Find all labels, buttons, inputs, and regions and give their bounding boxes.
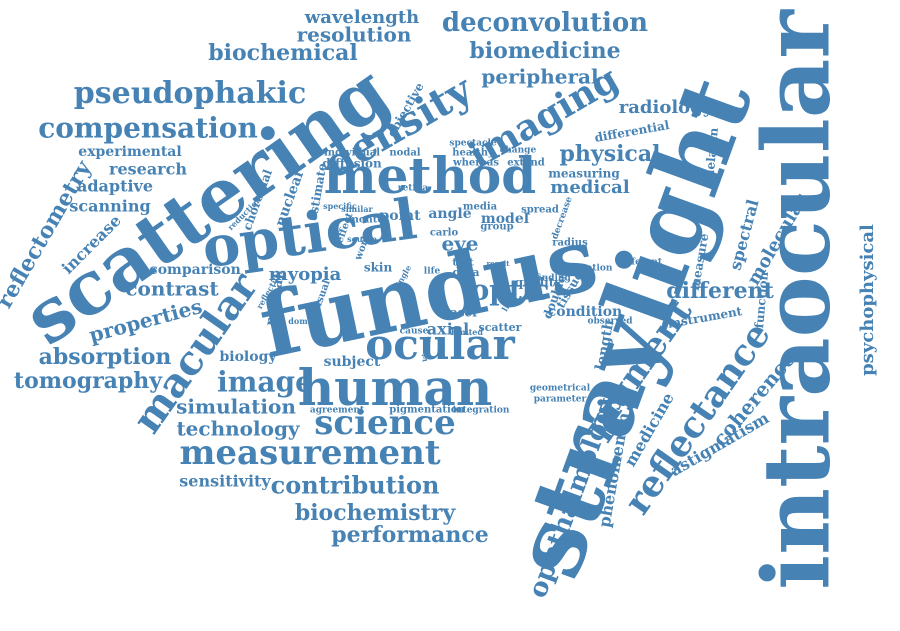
cloud-word-biology: biology	[219, 349, 277, 365]
cloud-word-human: human	[298, 358, 492, 417]
cloud-word-diffusion: diffusion	[322, 157, 382, 171]
cloud-word-skin: skin	[364, 261, 393, 275]
cloud-word-experimental: experimental	[78, 144, 181, 160]
cloud-word-result: result	[486, 259, 510, 268]
cloud-word-ocular: ocular	[365, 320, 515, 369]
cloud-word-location: location	[572, 264, 613, 274]
cloud-word-geometrical: geometrical	[530, 384, 591, 394]
cloud-word-model: model	[481, 211, 529, 227]
cloud-word-media: media	[463, 202, 498, 213]
cloud-word-nodal: nodal	[389, 148, 420, 159]
cloud-word-pigmentation: pigmentation	[389, 405, 465, 416]
cloud-word-biomedicine: biomedicine	[469, 38, 620, 64]
cloud-word-vision: vision	[419, 335, 434, 364]
cloud-word-image: image	[217, 366, 313, 399]
cloud-word-sensitivity: sensitivity	[179, 472, 271, 491]
cloud-word-biochemical: biochemical	[208, 40, 357, 66]
cloud-word-technology: technology	[176, 417, 300, 441]
cloud-word-different: different	[666, 278, 774, 304]
cloud-word-measurement: measurement	[179, 433, 440, 473]
cloud-word-retina: retina	[398, 184, 429, 194]
cloud-word-spectacle: spectacle	[449, 139, 496, 149]
cloud-word-specific: specific	[323, 201, 357, 211]
cloud-word-individual: individual	[324, 148, 380, 159]
cloud-word-myopia: myopia	[269, 264, 342, 285]
cloud-word-method: method	[324, 146, 536, 205]
cloud-word-point: point	[379, 208, 421, 224]
cloud-word-performance: performance	[331, 522, 489, 548]
cloud-word-finding: finding	[535, 274, 571, 284]
cloud-word-scanning: scanning	[69, 197, 150, 216]
cloud-word-tomography: tomography	[14, 368, 163, 394]
cloud-word-subject: subject	[324, 354, 381, 370]
cloud-word-life: life	[424, 267, 441, 277]
cloud-word-extend: extend	[507, 158, 545, 169]
cloud-word-optic: optic	[471, 274, 550, 307]
cloud-word-contrast: contrast	[125, 277, 219, 301]
cloud-word-research: research	[109, 160, 187, 179]
cloud-word-scatter: scatter	[479, 321, 522, 334]
cloud-word-agreement: agreement	[310, 406, 365, 416]
cloud-word-carlo: carlo	[430, 228, 459, 239]
cloud-word-change: change	[500, 146, 537, 156]
cloud-word-comparison: comparison	[149, 262, 241, 278]
cloud-word-parameter: parameter	[534, 395, 587, 405]
cloud-word-science: science	[314, 403, 455, 443]
cloud-word-healthy: healthy	[452, 148, 495, 159]
cloud-word-spread: spread	[521, 205, 559, 216]
cloud-word-biochemistry: biochemistry	[295, 500, 457, 526]
cloud-word-compensation: compensation	[38, 112, 258, 145]
cloud-word-limited: limited	[451, 327, 483, 337]
cloud-word-radius: radius	[552, 238, 588, 249]
cloud-word-measuring: measuring	[548, 167, 620, 181]
cloud-word-whereas: whereas	[452, 158, 499, 169]
cloud-word-test: test	[452, 258, 474, 269]
cloud-word-observed: observed	[587, 317, 633, 327]
cloud-word-eye: eye	[441, 232, 478, 256]
cloud-word-axial: axial	[427, 320, 469, 339]
cloud-word-deconvolution: deconvolution	[442, 8, 648, 38]
cloud-word-intraocular: intraocular	[743, 9, 851, 590]
cloud-word-monte: monte	[348, 215, 384, 226]
cloud-word-pseudophakic: pseudophakic	[74, 76, 306, 111]
cloud-word-absorption: absorption	[39, 344, 172, 370]
cloud-word-integration: integration	[453, 406, 510, 416]
cloud-word-angle: angle	[428, 206, 471, 222]
cloud-word-group: group	[480, 222, 513, 233]
cloud-word-quality: quality	[515, 276, 563, 290]
cloud-word-data: data	[452, 266, 479, 279]
cloud-word-melanin: melanin	[702, 127, 721, 183]
cloud-word-function: function	[752, 271, 771, 329]
cloud-word-adaptive: adaptive	[77, 177, 153, 196]
cloud-word-medical: medical	[550, 177, 630, 198]
cloud-word-laser: laser	[445, 306, 479, 320]
cloud-word-cause: cause	[400, 327, 429, 337]
cloud-word-resolution: resolution	[297, 23, 412, 47]
cloud-word-different: different	[618, 258, 663, 268]
cloud-word-simulation: simulation	[176, 395, 296, 419]
cloud-word-peripheral: peripheral	[481, 65, 599, 89]
cloud-word-condition: condition	[548, 304, 622, 320]
cloud-word-physical: physical	[560, 141, 661, 167]
cloud-word-radiology: radiology	[619, 97, 714, 118]
cloud-word-source: source	[347, 234, 377, 244]
cloud-word-similar: similar	[341, 204, 373, 214]
cloud-word-psychophysical: psychophysical	[857, 224, 878, 376]
cloud-word-domain: domain	[288, 316, 322, 326]
cloud-word-contribution: contribution	[271, 471, 440, 500]
cloud-word-wavelength: wavelength	[304, 7, 419, 28]
